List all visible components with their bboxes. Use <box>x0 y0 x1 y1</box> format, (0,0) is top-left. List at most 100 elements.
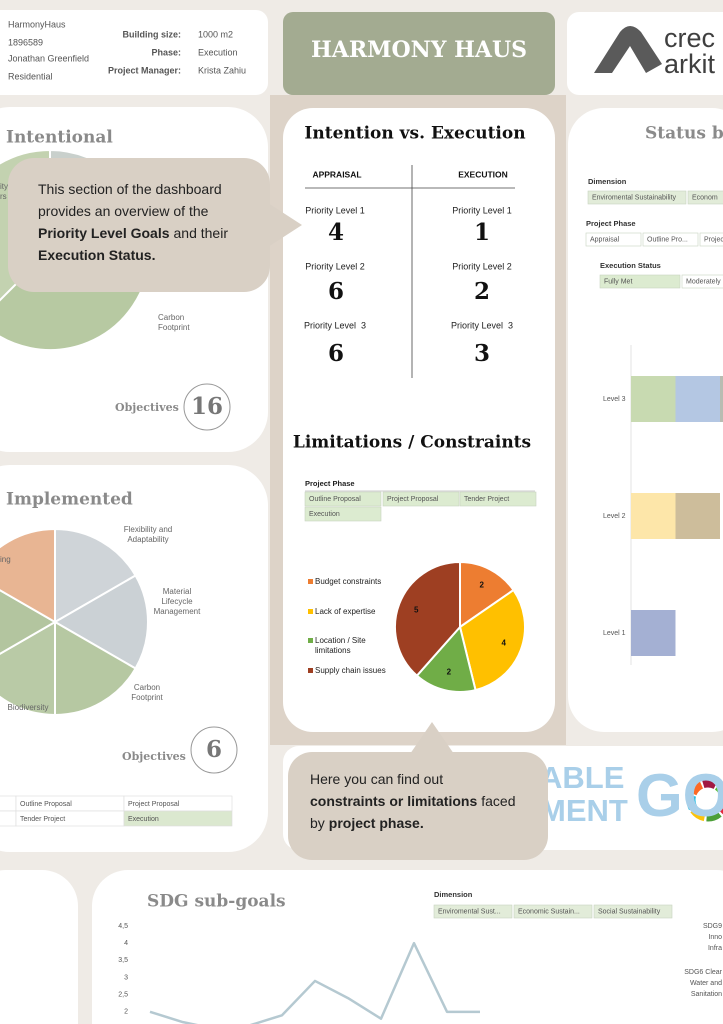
objectives-count: 6 <box>206 736 222 763</box>
priority-count: 3 <box>474 340 490 367</box>
slice-label: Footprint <box>131 693 163 702</box>
slicer-label: Moderately <box>686 278 721 285</box>
y-tick-label: 3,5 <box>118 957 128 964</box>
callout-text: constraints or limitations faced <box>310 793 516 809</box>
slicer-button <box>681 274 723 289</box>
title-card <box>283 12 555 95</box>
slice-label: Footprint <box>158 323 190 332</box>
callout-arrow <box>410 722 454 754</box>
callout-span: Here you can find out <box>310 771 443 787</box>
y-tick-label: 3 <box>124 974 128 981</box>
callout-box <box>288 752 548 860</box>
slicer-label: Projec <box>704 236 723 243</box>
y-tick-label: 4 <box>124 940 128 947</box>
slicer-button <box>382 491 460 507</box>
slicer-label: Enviromental Sustainability <box>592 194 677 201</box>
table-cell <box>123 810 233 827</box>
priority-label: Priority Level 3 <box>451 320 513 330</box>
empty-card <box>0 870 78 1024</box>
logo-text: arkit <box>664 49 716 79</box>
priority-label: Priority Level 1 <box>452 205 512 215</box>
slicer-title: Project Phase <box>586 219 636 228</box>
y-tick-label: 2,5 <box>118 992 128 999</box>
side-label: Inno <box>708 934 722 941</box>
callout-text: Priority Level Goals and their <box>38 225 228 241</box>
legend-label: Supply chain issues <box>315 666 386 675</box>
slicer-button <box>513 904 593 919</box>
side-label: Infra <box>708 945 722 952</box>
slicer-label: Social Sustainability <box>598 908 661 915</box>
legend-swatch <box>308 668 313 673</box>
banner-text: MENT <box>540 793 628 828</box>
side-label: SDG6 Clear <box>684 969 722 976</box>
section-title: Limitations / Constraints <box>293 433 531 453</box>
slicer-button <box>593 904 673 919</box>
column-header: APPRAISAL <box>312 169 361 179</box>
slicer-button <box>304 491 382 507</box>
table-cell-text: Execution <box>128 816 159 823</box>
slice-label: Lifecycle <box>161 597 193 606</box>
project-info: HarmonyHaus <box>8 19 66 29</box>
legend-label: Location / Site <box>315 636 366 645</box>
field-label: Building size: <box>123 29 182 39</box>
field-value: 1000 m2 <box>198 29 233 39</box>
objectives-label: Objectives <box>122 750 186 763</box>
slicer-button <box>433 904 513 919</box>
priority-count: 6 <box>328 278 344 305</box>
sdg-wheel <box>686 778 723 822</box>
data-label: 4 <box>502 639 507 648</box>
callout-span: Execution Status. <box>38 247 155 263</box>
pie-slice <box>459 560 515 629</box>
field-value: Execution <box>198 47 238 57</box>
legend-swatch <box>308 579 313 584</box>
slice-label: rs <box>0 192 7 201</box>
y-tick-label: Level 3 <box>603 396 626 403</box>
slicer-button <box>699 232 723 247</box>
slicer-label: Fully Met <box>604 278 632 285</box>
priority-label: Priority Level 2 <box>305 261 365 271</box>
slicer-button <box>687 190 723 205</box>
side-label: SDG9 <box>703 923 722 930</box>
slicer-label: Outline Proposal <box>309 496 361 503</box>
slice-label: Carbon <box>158 313 184 322</box>
field-label: Project Manager: <box>108 65 181 75</box>
callout-span: This section of the dashboard <box>38 181 222 197</box>
priority-label: Priority Level 1 <box>305 205 365 215</box>
slicer-label: Tender Project <box>464 496 509 503</box>
dashboard-title: HARMONY HAUS <box>311 37 527 63</box>
objectives-ring <box>183 383 231 431</box>
header-card <box>0 10 268 95</box>
side-label: Water and <box>690 980 722 987</box>
slicer-label: Outline Pro... <box>647 236 688 243</box>
pie-slice <box>53 574 149 670</box>
callout-box <box>8 158 270 292</box>
bar-segment <box>675 493 720 539</box>
wheel-segment <box>686 778 723 822</box>
slicer-button <box>459 491 537 507</box>
project-info: 1896589 <box>8 37 43 47</box>
bar-segment <box>631 610 676 656</box>
priority-count: 4 <box>328 219 344 246</box>
project-info: Jonathan Greenfield <box>8 53 89 63</box>
table-cell-text: Outline Proposal <box>20 801 72 808</box>
wheel-segment <box>686 778 723 822</box>
callout-text: by project phase. <box>310 815 424 831</box>
section-title: Intention vs. Execution <box>304 124 525 144</box>
slicer-button <box>587 190 687 205</box>
legend-swatch <box>308 638 313 643</box>
side-label: Sanitation <box>691 991 722 998</box>
slice-label: Flexibility and <box>124 525 172 534</box>
priority-count: 2 <box>474 278 490 305</box>
bar-segment <box>631 493 676 539</box>
slice-label: Material <box>163 587 192 596</box>
callout-text: Here you can find out <box>310 771 443 787</box>
banner-text: ABLE <box>540 760 624 795</box>
table-cell <box>0 810 17 827</box>
callout-span: and their <box>174 225 229 241</box>
priority-label: Priority Level 2 <box>452 261 512 271</box>
callout-span: project phase. <box>329 815 424 831</box>
callout-span: Priority Level Goals <box>38 225 170 241</box>
pie-slice <box>0 620 56 717</box>
callout-span: provides an overview of the <box>38 203 209 219</box>
